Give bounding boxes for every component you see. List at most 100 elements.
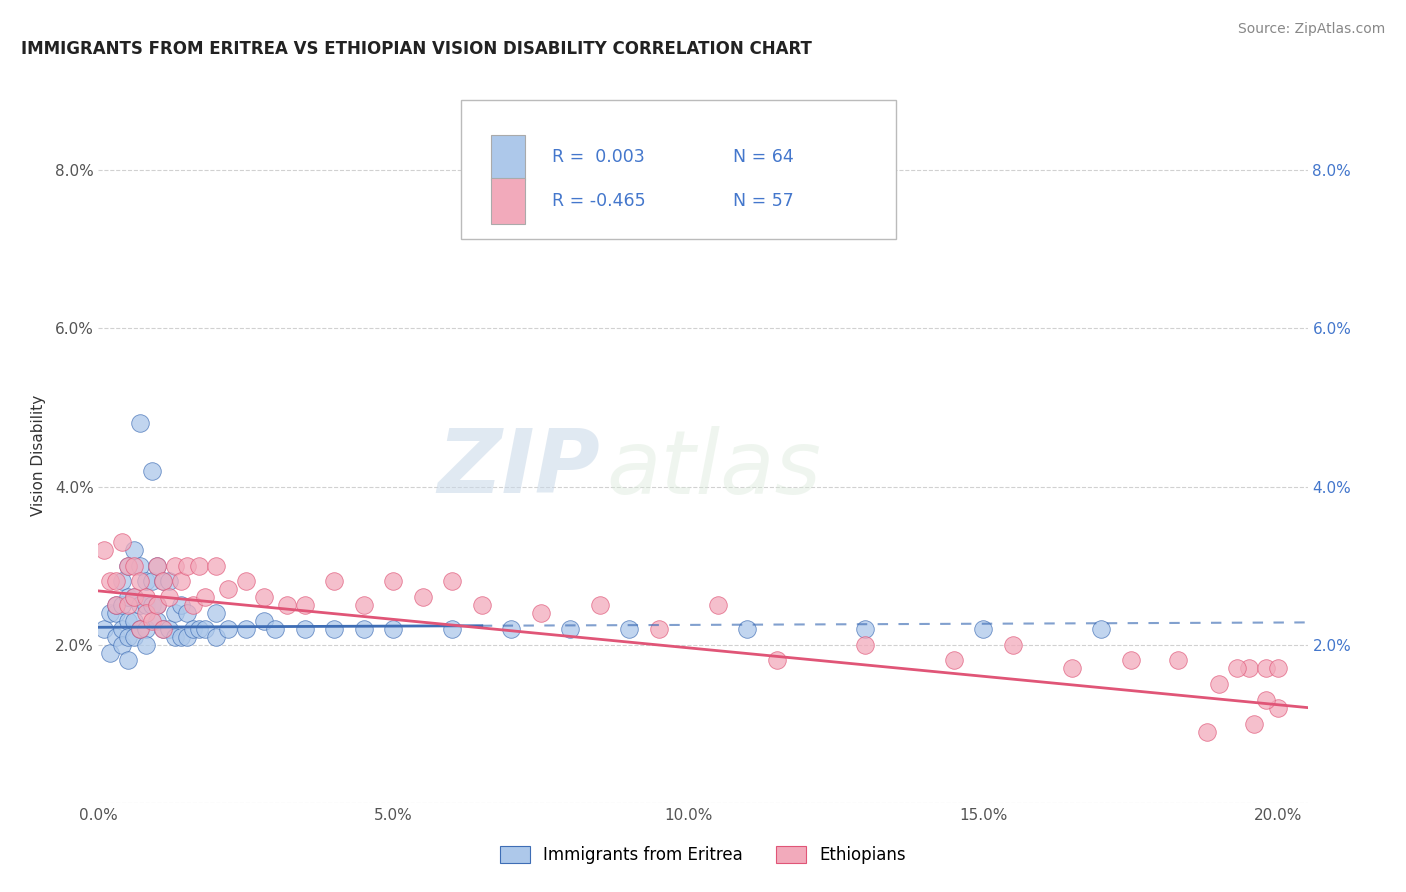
- Point: [111, 622, 134, 636]
- Point: [117, 591, 139, 605]
- FancyBboxPatch shape: [492, 135, 526, 180]
- Point: [194, 591, 217, 605]
- Point: [323, 574, 346, 589]
- Point: [471, 598, 494, 612]
- Point: [1226, 661, 1249, 675]
- Point: [235, 622, 257, 636]
- Point: [152, 574, 174, 589]
- Point: [165, 558, 187, 573]
- Point: [98, 646, 121, 660]
- Text: Source: ZipAtlas.com: Source: ZipAtlas.com: [1237, 22, 1385, 37]
- Point: [187, 558, 209, 573]
- Point: [735, 622, 758, 636]
- Point: [117, 598, 139, 612]
- Point: [135, 598, 157, 612]
- Point: [589, 598, 612, 612]
- Text: atlas: atlas: [606, 425, 821, 512]
- Point: [165, 606, 187, 620]
- Point: [264, 622, 287, 636]
- Point: [128, 558, 150, 573]
- Point: [135, 638, 157, 652]
- Point: [122, 591, 145, 605]
- Point: [165, 630, 187, 644]
- Point: [141, 614, 163, 628]
- Point: [252, 614, 274, 628]
- Point: [176, 558, 198, 573]
- Point: [117, 614, 139, 628]
- Point: [146, 614, 169, 628]
- FancyBboxPatch shape: [492, 178, 526, 224]
- Point: [141, 598, 163, 612]
- Point: [98, 574, 121, 589]
- Point: [152, 622, 174, 636]
- Point: [122, 630, 145, 644]
- Point: [252, 591, 274, 605]
- Point: [135, 591, 157, 605]
- Point: [1267, 661, 1289, 675]
- Text: N = 64: N = 64: [734, 148, 794, 166]
- Point: [276, 598, 298, 612]
- Point: [105, 630, 128, 644]
- Point: [194, 622, 217, 636]
- Point: [98, 606, 121, 620]
- Text: ZIP: ZIP: [437, 425, 600, 512]
- Text: N = 57: N = 57: [734, 192, 794, 210]
- Point: [135, 622, 157, 636]
- Point: [176, 630, 198, 644]
- Point: [706, 598, 728, 612]
- Point: [217, 582, 239, 597]
- Point: [1119, 653, 1142, 667]
- Point: [146, 598, 169, 612]
- Point: [187, 622, 209, 636]
- Point: [501, 622, 523, 636]
- Point: [105, 606, 128, 620]
- Text: R =  0.003: R = 0.003: [551, 148, 644, 166]
- Point: [181, 598, 204, 612]
- Point: [117, 558, 139, 573]
- FancyBboxPatch shape: [461, 100, 897, 239]
- Point: [441, 622, 464, 636]
- Point: [1060, 661, 1083, 675]
- Y-axis label: Vision Disability: Vision Disability: [31, 394, 46, 516]
- Point: [1256, 661, 1278, 675]
- Point: [176, 606, 198, 620]
- Point: [93, 542, 115, 557]
- Point: [122, 614, 145, 628]
- Point: [1197, 724, 1219, 739]
- Point: [117, 630, 139, 644]
- Point: [1267, 701, 1289, 715]
- Point: [105, 598, 128, 612]
- Point: [105, 574, 128, 589]
- Point: [128, 622, 150, 636]
- Point: [294, 598, 316, 612]
- Point: [1208, 677, 1230, 691]
- Point: [323, 622, 346, 636]
- Point: [294, 622, 316, 636]
- Point: [111, 534, 134, 549]
- Point: [412, 591, 434, 605]
- Point: [205, 630, 228, 644]
- Point: [141, 464, 163, 478]
- Point: [117, 653, 139, 667]
- Point: [382, 574, 405, 589]
- Point: [530, 606, 553, 620]
- Point: [853, 622, 876, 636]
- Point: [619, 622, 641, 636]
- Point: [1167, 653, 1189, 667]
- Point: [141, 574, 163, 589]
- Point: [146, 598, 169, 612]
- Point: [111, 638, 134, 652]
- Text: R = -0.465: R = -0.465: [551, 192, 645, 210]
- Point: [128, 622, 150, 636]
- Text: IMMIGRANTS FROM ERITREA VS ETHIOPIAN VISION DISABILITY CORRELATION CHART: IMMIGRANTS FROM ERITREA VS ETHIOPIAN VIS…: [21, 40, 813, 58]
- Point: [382, 622, 405, 636]
- Point: [205, 606, 228, 620]
- Point: [942, 653, 965, 667]
- Point: [146, 558, 169, 573]
- Point: [135, 606, 157, 620]
- Point: [128, 417, 150, 431]
- Point: [353, 622, 375, 636]
- Point: [205, 558, 228, 573]
- Point: [117, 558, 139, 573]
- Point: [93, 622, 115, 636]
